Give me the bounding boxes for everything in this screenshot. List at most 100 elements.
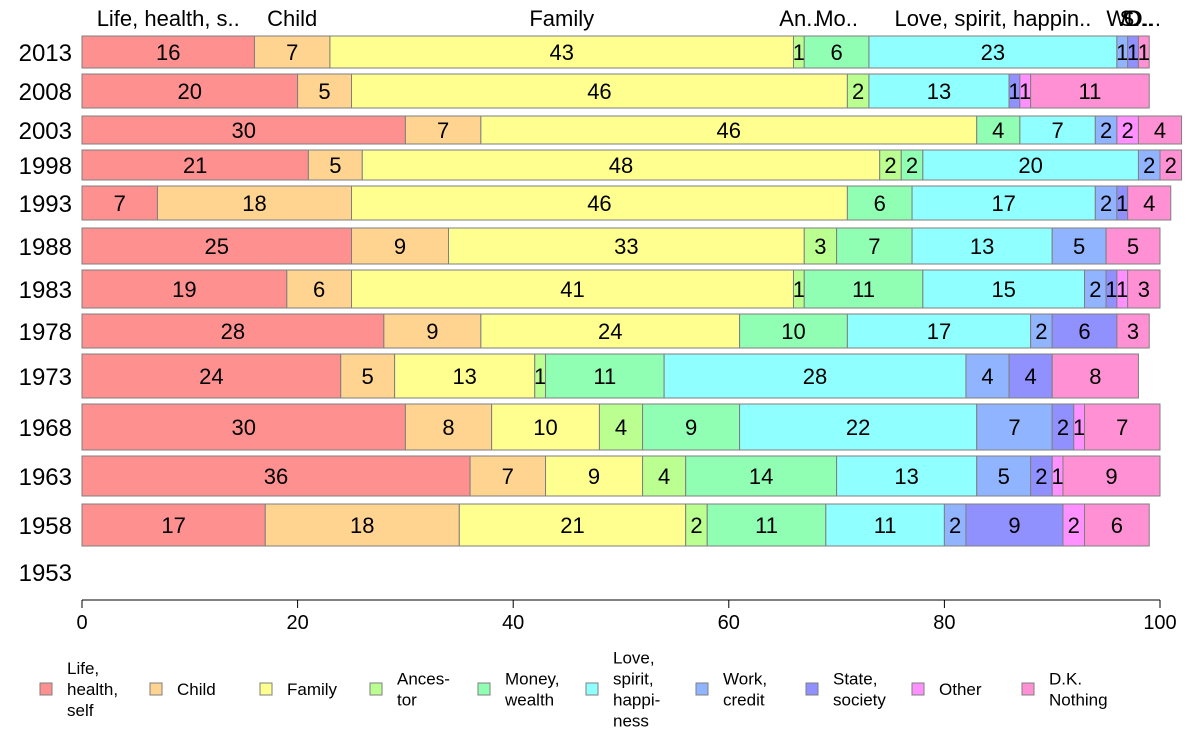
x-axis: 0 20 40 60 80 100 xyxy=(76,599,1177,634)
bar-segment-1983-0 xyxy=(81,269,288,309)
data-label-1983-0: 19 xyxy=(172,277,196,302)
data-label-1998-2: 48 xyxy=(609,153,633,178)
data-label-1963-9: 9 xyxy=(1105,464,1117,489)
bar-segment-1958-0 xyxy=(81,503,266,547)
bar-segment-1998-9 xyxy=(1159,149,1183,181)
data-label-1978-5: 17 xyxy=(927,319,951,344)
data-label-1963-3: 4 xyxy=(658,464,670,489)
data-label-1993-4: 6 xyxy=(874,191,886,216)
bar-segment-2013-4 xyxy=(803,35,870,69)
data-label-1998-3: 2 xyxy=(884,153,896,178)
data-label-1998-0: 21 xyxy=(183,153,207,178)
year-label-1963: 1963 xyxy=(19,464,72,491)
data-label-1963-2: 9 xyxy=(588,464,600,489)
bar-segment-1958-9 xyxy=(1084,503,1150,547)
bar-segment-1963-3 xyxy=(642,455,687,497)
bar-segment-1963-4 xyxy=(685,455,838,497)
legend-swatch-0 xyxy=(39,682,53,696)
data-label-1978-2: 24 xyxy=(598,319,622,344)
bar-segment-1973-5 xyxy=(663,353,967,399)
bar-segment-1998-0 xyxy=(81,149,309,181)
data-label-2008-1: 5 xyxy=(318,79,330,104)
x-tick-label-0: 0 xyxy=(76,612,87,634)
data-label-2013-3: 1 xyxy=(793,40,805,65)
bar-segment-1963-2 xyxy=(545,455,644,497)
data-label-1988-3: 3 xyxy=(814,234,826,259)
data-label-1978-4: 10 xyxy=(781,319,805,344)
top-label-7: S.. xyxy=(1120,6,1147,31)
data-label-1983-1: 6 xyxy=(313,277,325,302)
data-label-1958-0: 17 xyxy=(161,513,185,538)
bar-segment-1968-4 xyxy=(642,403,741,451)
bar-segment-2013-2 xyxy=(329,35,794,69)
data-label-1963-5: 13 xyxy=(894,464,918,489)
legend-label-4-1: wealth xyxy=(504,691,554,710)
bar-segment-1968-2 xyxy=(491,403,600,451)
data-label-1968-3: 4 xyxy=(615,415,627,440)
bar-segment-1988-3 xyxy=(803,227,838,265)
bar-segment-1988-1 xyxy=(351,227,450,265)
data-label-1968-0: 30 xyxy=(231,415,255,440)
legend-swatch-5 xyxy=(585,682,599,696)
year-label-2008: 2008 xyxy=(19,79,72,106)
year-label-1998: 1998 xyxy=(19,153,72,180)
bar-segment-1998-5 xyxy=(922,149,1139,181)
legend-label-5-3: ness xyxy=(613,712,649,731)
data-label-1973-2: 13 xyxy=(452,364,476,389)
data-label-1988-2: 33 xyxy=(614,234,638,259)
legend-label-0-0: Life, xyxy=(67,659,99,678)
data-label-1993-6: 2 xyxy=(1100,191,1112,216)
bar-segment-2008-0 xyxy=(81,73,299,109)
x-tick-label-40: 40 xyxy=(502,612,524,634)
legend-label-6-1: credit xyxy=(723,691,765,710)
data-label-1993-1: 18 xyxy=(242,191,266,216)
bar-segment-1973-9 xyxy=(1051,353,1139,399)
data-label-1998-1: 5 xyxy=(329,153,341,178)
legend-swatch-1 xyxy=(149,682,163,696)
bar-segment-1958-2 xyxy=(458,503,687,547)
bar-segment-2003-2 xyxy=(480,115,978,145)
bar-segment-1973-0 xyxy=(81,353,342,399)
year-label-1973: 1973 xyxy=(19,364,72,391)
bar-segment-2003-0 xyxy=(81,115,406,145)
year-label-1968: 1968 xyxy=(19,415,72,442)
data-label-1963-8: 1 xyxy=(1051,464,1063,489)
data-label-1983-3: 1 xyxy=(793,277,805,302)
bar-segment-2003-1 xyxy=(404,115,482,145)
data-label-1963-0: 36 xyxy=(264,464,288,489)
top-label-4: Mo.. xyxy=(815,6,858,31)
bar-segment-1973-1 xyxy=(340,353,396,399)
data-label-1983-2: 41 xyxy=(560,277,584,302)
legend-label-0-2: self xyxy=(67,701,94,720)
bar-segment-1983-9 xyxy=(1127,269,1161,309)
bar-segment-2008-2 xyxy=(351,73,848,109)
bar-segment-1958-1 xyxy=(264,503,460,547)
data-label-2008-3: 2 xyxy=(852,79,864,104)
bar-segment-1988-9 xyxy=(1105,227,1161,265)
bar-segment-1963-0 xyxy=(81,455,471,497)
bar-segment-1968-9 xyxy=(1084,403,1161,451)
data-label-1978-1: 9 xyxy=(426,319,438,344)
bar-segment-1978-4 xyxy=(739,313,848,349)
x-tick-label-80: 80 xyxy=(933,612,955,634)
data-label-1958-3: 2 xyxy=(690,513,702,538)
data-label-1968-9: 7 xyxy=(1116,415,1128,440)
data-label-1998-9: 2 xyxy=(1165,153,1177,178)
data-label-1958-1: 18 xyxy=(350,513,374,538)
data-label-1993-5: 17 xyxy=(991,191,1015,216)
legend-label-8-0: Other xyxy=(939,680,982,699)
top-label-8: O.. xyxy=(1124,6,1153,31)
data-label-1988-0: 25 xyxy=(205,234,229,259)
x-tick-label-60: 60 xyxy=(718,612,740,634)
bar-segment-1993-1 xyxy=(156,185,352,221)
data-label-2008-2: 46 xyxy=(587,79,611,104)
bar-segment-1978-9 xyxy=(1116,313,1150,349)
data-label-2013-6: 1 xyxy=(1116,40,1128,65)
data-label-1983-7: 1 xyxy=(1105,277,1117,302)
bar-segment-1998-1 xyxy=(307,149,363,181)
bar-segment-1988-4 xyxy=(836,227,913,265)
top-category-labels: Life, health, s.. Child Family An..Mo.. Love… xyxy=(97,6,1161,31)
bar-segment-1978-2 xyxy=(480,313,741,349)
legend-label-9-0: D.K. xyxy=(1049,670,1082,689)
